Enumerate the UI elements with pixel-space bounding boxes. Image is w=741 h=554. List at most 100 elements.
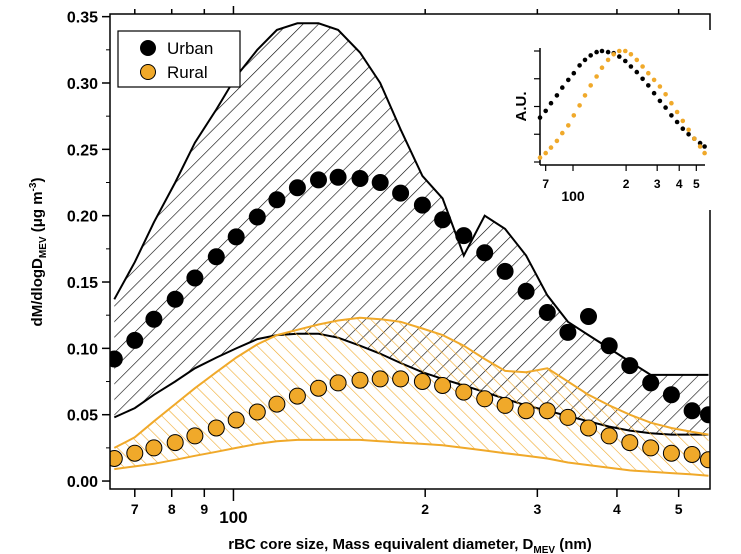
inset-urban-point (686, 132, 691, 137)
y-tick-label: 0.15 (67, 275, 98, 292)
rural-point (207, 419, 225, 437)
inset-rural-point (588, 83, 593, 88)
normalized-inset: 7 100 2 3 4 5 A.U. (513, 30, 715, 210)
legend-box (117, 30, 241, 88)
inset-rural-point (674, 109, 680, 115)
inset-y-label: A.U. (513, 92, 530, 122)
inset-rural-point (646, 70, 651, 76)
inset-urban-point (674, 119, 680, 125)
inset-rural-point (611, 52, 616, 57)
x-tick-label: 2 (421, 501, 429, 517)
inset-rural-point (669, 100, 674, 106)
urban-point (621, 357, 639, 375)
inset-x-tick-label: 4 (676, 177, 683, 191)
inset-urban-point (605, 49, 611, 55)
inset-rural-point (628, 52, 634, 57)
inset-rural-point (697, 144, 703, 149)
urban-legend-marker (140, 40, 156, 56)
rural-legend-marker (140, 64, 156, 80)
inset-rural-point (640, 64, 645, 69)
rural-point (580, 419, 597, 437)
urban-point (145, 310, 163, 328)
inset-rural-point (686, 127, 691, 133)
inset-urban-point (680, 126, 686, 131)
urban-point (288, 179, 306, 197)
rural-point (642, 439, 660, 457)
rural-point (110, 450, 123, 467)
inset-rural-point (560, 130, 565, 136)
rural-point (621, 434, 639, 452)
urban-point (496, 262, 514, 280)
inset-rural-point (605, 57, 611, 63)
urban-point (110, 350, 123, 368)
x-tick-label: 7 (131, 501, 139, 517)
rural-point (683, 446, 701, 463)
urban-point (517, 282, 535, 300)
rural-point (371, 370, 389, 388)
urban-point (268, 191, 286, 209)
urban-point (227, 228, 245, 246)
inset-urban-point (651, 90, 657, 96)
inset-urban-point (554, 93, 560, 98)
x-tick-label: 100 (219, 508, 247, 527)
inset-rural-point (537, 155, 543, 160)
inset-rural-point (571, 113, 577, 118)
inset-urban-point (663, 105, 668, 110)
inset-rural-point (623, 48, 628, 54)
urban-point (248, 208, 266, 226)
rural-point (413, 373, 431, 390)
rural-point (310, 379, 327, 397)
data-markers (110, 168, 710, 469)
urban-point (371, 174, 389, 191)
rural-band-fill (114, 317, 709, 476)
inset-rural-point (634, 57, 640, 63)
rural-point (126, 444, 144, 462)
x-axis-label: rBC core size, Mass equivalent diameter,… (228, 536, 591, 554)
urban-point (434, 211, 452, 229)
y-tick-label: 0.30 (67, 76, 98, 93)
inset-urban-point (640, 76, 645, 82)
urban-point (329, 168, 347, 186)
inset-urban-point (548, 100, 554, 106)
axis-labels: rBC core size, Mass equivalent diameter,… (28, 178, 592, 554)
inset-rural-point (543, 150, 548, 156)
rural-point (517, 402, 535, 420)
inset-urban-point (702, 144, 707, 149)
urban-point (683, 402, 701, 420)
inset-urban-point (537, 115, 543, 120)
inset-rural-point (566, 123, 571, 128)
urban-point (538, 304, 556, 321)
inset-rural-point (702, 150, 707, 156)
rural-point (700, 451, 710, 469)
inset-urban-point (628, 64, 634, 69)
rural-legend-label: Rural (167, 63, 208, 82)
inset-urban-point (697, 140, 703, 146)
y-tick-label: 0.35 (67, 10, 98, 27)
urban-point (559, 323, 577, 341)
y-tick-label: 0.00 (67, 474, 98, 491)
rural-point (351, 371, 369, 389)
urban-point (186, 269, 204, 287)
urban-point (126, 331, 144, 349)
inset-urban-point (594, 49, 599, 55)
inset-urban-point (560, 85, 565, 90)
urban-point (600, 337, 618, 355)
inset-x-tick-label: 5 (693, 177, 700, 191)
inset-urban-point (646, 83, 651, 88)
rural-point (662, 444, 680, 462)
inset-rural-point (651, 77, 657, 83)
urban-point (413, 196, 431, 214)
rural-point (288, 387, 306, 405)
urban-point (392, 184, 410, 202)
rural-point (538, 402, 556, 420)
y-tick-label: 0.10 (67, 341, 98, 358)
urban-point (455, 227, 473, 245)
inset-x-tick-label: 7 (542, 177, 549, 191)
inset-x-tick-label: 100 (561, 188, 585, 204)
urban-point (580, 308, 597, 325)
inset-urban-point (566, 77, 571, 83)
inset-rural-point (617, 48, 622, 54)
inset-urban-point (617, 54, 622, 59)
inset-x-tick-label: 2 (623, 177, 630, 191)
rural-point (227, 411, 245, 429)
